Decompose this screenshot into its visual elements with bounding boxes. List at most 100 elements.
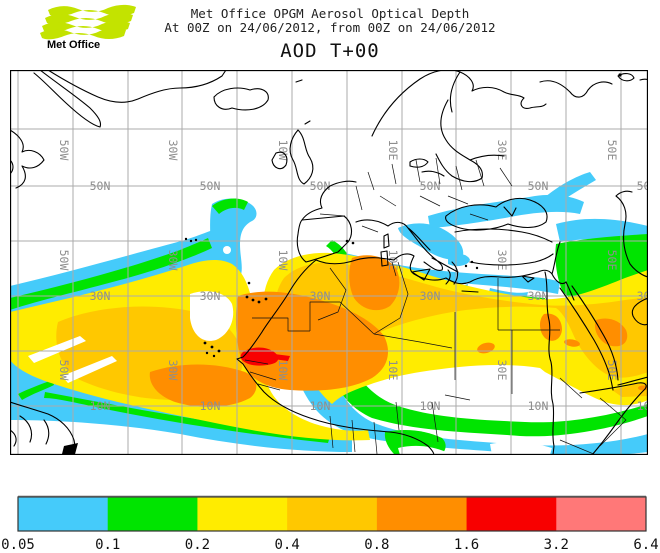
graticule [10, 70, 648, 455]
france-coast [301, 180, 357, 221]
lat-label-30N: 30N [420, 289, 441, 303]
colorbar-segment-4 [376, 497, 468, 531]
britain-coast [289, 129, 314, 185]
lon-label-10W: 10W [276, 360, 290, 381]
header: Met Office Met Office OPGM Aerosol Optic… [40, 4, 496, 62]
colorbar-level-6.4: 6.4 [633, 537, 658, 553]
lat-label-10N: 10N [528, 399, 549, 413]
lat-label-50N: 50N [528, 179, 549, 193]
island-dots-part [351, 241, 355, 245]
lon-label-30W: 30W [166, 250, 180, 271]
island-dots-part [247, 281, 251, 285]
colorbar-segment-3 [287, 497, 378, 531]
lat-label-30N: 30N [528, 289, 549, 303]
lat-label-10N: 10N [637, 399, 658, 413]
colorbar-level-0.8: 0.8 [364, 537, 389, 553]
lat-label-10N: 10N [200, 399, 221, 413]
lon-label-50W: 50W [57, 250, 71, 271]
logo-waves-icon [40, 4, 136, 40]
colorbar-legend: 0.05 0.1 0.2 0.4 0.8 1.6 3.2 6.4 [1, 495, 659, 553]
iceland-coast [213, 87, 269, 111]
logo-wordmark: Met Office [47, 39, 100, 51]
aod-field-orange-0p8-part [564, 339, 580, 347]
amazon-delta [62, 443, 78, 455]
aod-field-clear-gaps [28, 246, 552, 455]
lat-label-50N: 50N [420, 179, 441, 193]
lon-label-30E: 30E [495, 250, 509, 271]
turkey-coast [454, 228, 554, 266]
aod-field-orange-0p8-part [235, 291, 388, 391]
lon-label-10E: 10E [386, 140, 400, 161]
colorbar-segment-1 [107, 497, 198, 531]
lon-label-10W: 10W [276, 140, 290, 161]
colorbar-level-1.6: 1.6 [454, 537, 479, 553]
island-dots-part [194, 238, 198, 242]
labrador-coast [10, 129, 45, 189]
coastlines [10, 70, 648, 455]
island-dots-part [618, 73, 622, 77]
aod-field-clear-gaps-part [398, 445, 446, 455]
nile-river [544, 271, 555, 455]
greenland-coast [47, 70, 227, 103]
island-dots-part [245, 295, 249, 299]
logo-waves-icon-part [40, 28, 126, 40]
island-dots-part [212, 354, 216, 358]
jan-mayen [295, 79, 303, 83]
map-frame [10, 70, 648, 455]
sardinia-coast [380, 250, 389, 267]
lat-label-10N: 10N [420, 399, 441, 413]
country-borders-part [244, 261, 627, 455]
colorbar-segment-6 [556, 497, 647, 531]
island-dots-part [210, 345, 214, 349]
corsica-coast [383, 233, 390, 249]
aod-field-clear-gaps-part [190, 291, 234, 341]
country-borders [244, 157, 627, 455]
title-line-1: Met Office OPGM Aerosol Optical Depth [191, 6, 469, 21]
aod-field-green-0p1-part [212, 198, 248, 214]
aod-field-orange-0p8 [149, 255, 648, 407]
persian-gulf-coast [631, 297, 648, 326]
aod-field-cyan-0p05-part [544, 172, 596, 206]
island-dots-part [264, 297, 268, 301]
title-line-2: At 00Z on 24/06/2012, from 00Z on 24/06/… [164, 20, 495, 35]
lon-label-30E: 30E [495, 140, 509, 161]
lat-label-50N: 50N [637, 179, 658, 193]
aod-field-green-0p1-part [290, 324, 648, 437]
black-sea-coast [445, 197, 548, 231]
aod-field-green-0p1-part [10, 238, 212, 310]
island-dots-part [203, 341, 207, 345]
aod-field-clear-gaps-part [490, 441, 552, 455]
cyprus-coast [521, 275, 535, 283]
aod-field-orange-0p8-part [149, 364, 257, 407]
ireland-coast [271, 151, 288, 170]
greenland-coast [33, 70, 102, 128]
met-office-logo: Met Office [40, 4, 136, 51]
island-dots-part [464, 264, 468, 268]
lon-label-50W: 50W [57, 140, 71, 161]
lat-label-30N: 30N [90, 289, 111, 303]
west-africa-coast [236, 259, 435, 455]
plot-subtitle: AOD T+00 [280, 40, 380, 62]
arctic-russia-coast [539, 73, 648, 98]
lat-label-50N: 50N [310, 179, 331, 193]
island-dots-part [189, 239, 193, 243]
colorbar-segment-0 [18, 497, 109, 531]
lat-label-50N: 50N [90, 179, 111, 193]
lon-label-50E: 50E [605, 250, 619, 271]
aod-field-cyan-0p05-part [428, 194, 584, 228]
aod-field-clear-gaps-part [28, 336, 86, 363]
aod-field-cyan-0p05-part [448, 253, 470, 267]
colorbar-level-0.2: 0.2 [185, 537, 210, 553]
aod-field-clear-gaps-part [62, 356, 117, 383]
lon-label-50W: 50W [57, 360, 71, 381]
lat-label-10N: 10N [310, 399, 331, 413]
colorbar-level-3.2: 3.2 [544, 537, 569, 553]
aod-field-green-0p1-part [18, 380, 54, 400]
caspian-coast [615, 190, 648, 278]
island-dots-part [470, 260, 474, 264]
colorbar-level-0.05: 0.05 [1, 537, 35, 553]
north-africa-coast [315, 241, 575, 301]
island-dots-part [184, 237, 188, 241]
lon-label-10E: 10E [386, 360, 400, 381]
